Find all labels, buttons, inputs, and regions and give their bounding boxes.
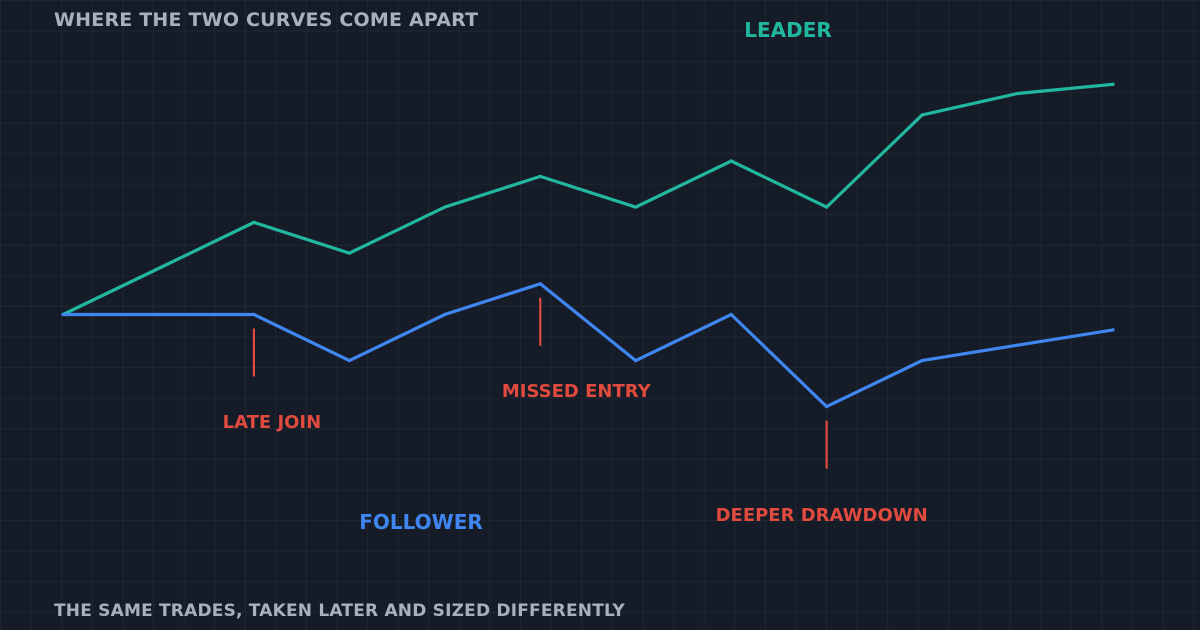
- follower-point: [252, 312, 256, 317]
- deeper-drawdown-label: DEEPER DRAWDOWN: [716, 505, 928, 526]
- leader-series-label: LEADER: [744, 18, 832, 42]
- missed-entry-label: MISSED ENTRY: [502, 381, 652, 402]
- follower-point: [347, 358, 351, 363]
- leader-line: [61, 82, 1115, 317]
- leader-point: [825, 205, 829, 209]
- follower-point: [61, 312, 65, 317]
- late-join-label: LATE JOIN: [223, 412, 322, 433]
- leader-point: [1015, 91, 1020, 96]
- chart-title: WHERE THE TWO CURVES COME APART: [54, 9, 479, 31]
- follower-point: [634, 358, 638, 363]
- leader-point: [920, 113, 924, 117]
- leader-point: [252, 220, 256, 224]
- leader-point: [538, 174, 542, 178]
- leader-point: [729, 159, 733, 163]
- follower-series-label: FOLLOWER: [359, 510, 483, 534]
- follower-line: [61, 282, 1115, 409]
- leader-point: [443, 205, 447, 209]
- leader-point: [347, 251, 351, 255]
- leader-point: [1111, 82, 1115, 86]
- leader-point: [634, 205, 638, 209]
- leader-point: [156, 266, 161, 271]
- follower-point: [1015, 343, 1020, 347]
- follower-point: [156, 312, 161, 317]
- follower-point: [729, 312, 733, 317]
- follower-point: [825, 405, 829, 409]
- follower-point: [538, 282, 542, 286]
- follower-point: [920, 358, 924, 363]
- chart-subtitle: THE SAME TRADES, TAKEN LATER AND SIZED D…: [54, 601, 625, 621]
- follower-point: [443, 312, 447, 317]
- follower-point: [1111, 328, 1115, 332]
